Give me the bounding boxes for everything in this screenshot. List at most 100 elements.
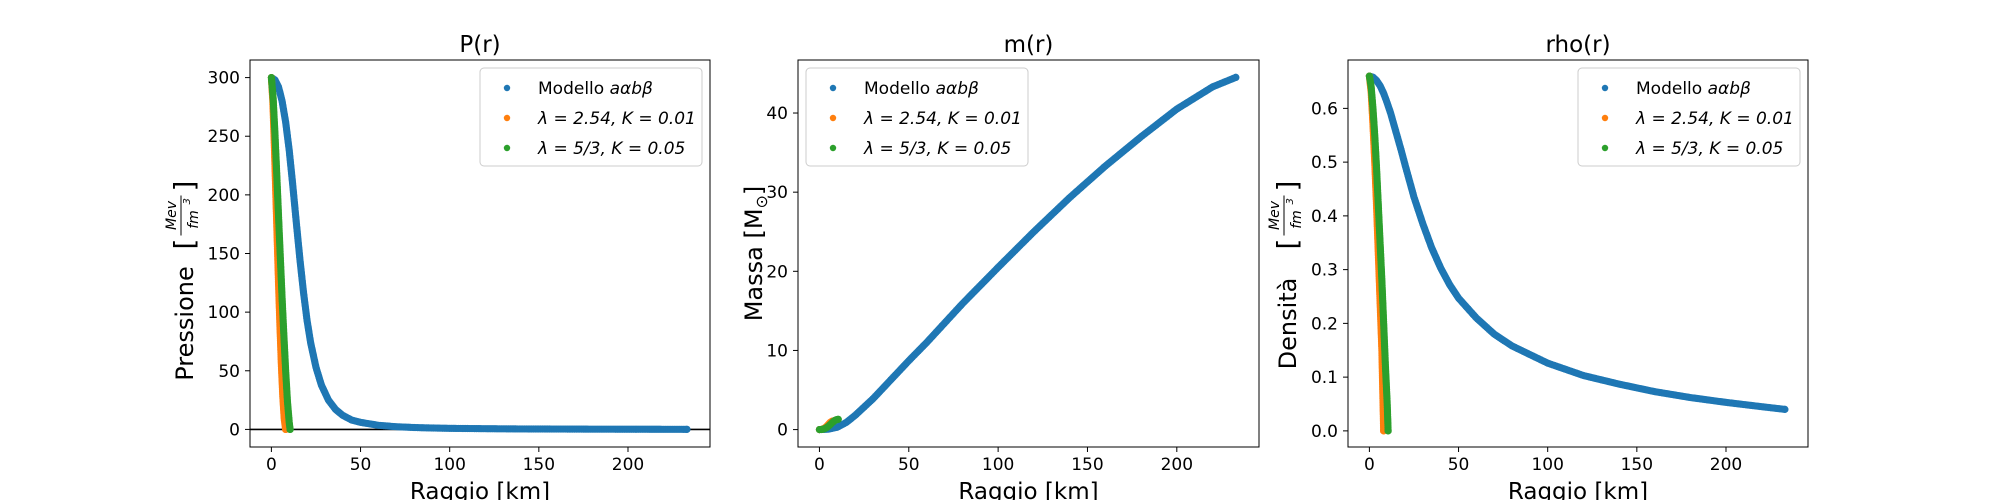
y-axis-label-text: Massa [M⊙] (740, 186, 771, 322)
y-tick-label: 20 (766, 262, 788, 282)
unit-exponent: 3 (1285, 198, 1296, 204)
y-axis-unit: [ Mev fm 3] (1267, 181, 1305, 250)
legend-label: λ = 5/3, K = 0.05 (537, 139, 685, 159)
unit-bracket-left: [ (1271, 239, 1304, 250)
y-label-end: ] (740, 186, 768, 195)
y-tick-label: 200 (208, 186, 240, 206)
x-tick-label: 100 (982, 455, 1014, 475)
y-tick-label: 40 (766, 104, 788, 124)
y-tick-label: 250 (208, 127, 240, 147)
y-tick-label: 0.1 (1311, 368, 1338, 388)
chart-title: P(r) (459, 32, 500, 58)
plot-frame (797, 59, 1260, 448)
y-axis-label: Pressione [Mev fm 3] (164, 181, 202, 381)
legend-marker (829, 144, 837, 152)
y-axis-label: Densità [ Mev fm 3] (1267, 181, 1305, 370)
legend-label: λ = 5/3, K = 0.05 (1635, 139, 1783, 159)
y-tick-label: 0.0 (1311, 422, 1338, 442)
x-tick-label: 200 (1161, 455, 1193, 475)
legend-label-prefix: Modello (1636, 79, 1708, 99)
unit-numerator: Mev (1267, 200, 1283, 230)
unit-denominator: fm (1289, 210, 1305, 229)
x-tick-label: 100 (433, 455, 465, 475)
legend-label-math: λ = 2.54, K = 0.01 (863, 109, 1022, 129)
series-1 (815, 73, 1240, 434)
y-tick-label: 0.4 (1311, 207, 1338, 227)
x-tick-label: 50 (350, 455, 372, 475)
y-tick-label: 300 (208, 69, 240, 89)
legend-label: Modello aαbβ (538, 79, 653, 99)
legend-label-math: aαbβ (610, 79, 653, 99)
legend-box (805, 67, 1029, 167)
x-axis-label: Raggio [km] (1508, 479, 1648, 500)
legend-box (1577, 67, 1801, 167)
unit-bracket-left: [ (168, 239, 201, 250)
x-tick-label: 0 (1364, 455, 1375, 475)
legend-marker (1601, 84, 1609, 92)
y-tick-label: 0.6 (1311, 99, 1338, 119)
x-axis-label: Raggio [km] (958, 479, 1098, 500)
series-3 (815, 415, 842, 434)
legend-label-math: aαbβ (936, 79, 979, 99)
legend-box (479, 67, 703, 167)
data-point (834, 415, 842, 423)
legend-marker (1601, 114, 1609, 122)
legend-label-math: λ = 5/3, K = 0.05 (1635, 139, 1783, 159)
legend-marker (503, 84, 511, 92)
legend-label: λ = 5/3, K = 0.05 (863, 139, 1011, 159)
subplot-1: 0 50 100 150 200 0 50 100 150 200 250 300 P(r) Raggio… (164, 32, 711, 500)
x-tick-label: 150 (523, 455, 555, 475)
y-axis-label-text: Densità (1274, 278, 1302, 370)
data-point (1384, 427, 1392, 435)
legend: Modello aαbβ λ = 2.54, K = 0.01 λ = 5/3, K… (1577, 67, 1801, 167)
x-tick-label: 50 (1448, 455, 1470, 475)
y-tick-label: 30 (766, 183, 788, 203)
y-label-sub: ⊙ (752, 195, 771, 208)
series-1 (1365, 72, 1789, 413)
legend-marker (1601, 144, 1609, 152)
subplot-2: 0 50 100 150 200 0 10 20 30 40 m(r) Raggio [km] Mass… (740, 32, 1260, 500)
legend-label-prefix: Modello (538, 79, 610, 99)
y-axis-unit: [ Mev fm 3] (164, 181, 202, 250)
chart-title: m(r) (1004, 32, 1054, 58)
unit-exponent: 3 (182, 198, 193, 204)
unit-denominator: fm (186, 210, 202, 229)
legend-label-math: λ = 2.54, K = 0.01 (537, 109, 696, 129)
legend-label-math: λ = 2.54, K = 0.01 (1635, 109, 1794, 129)
legend-label-math: λ = 5/3, K = 0.05 (863, 139, 1011, 159)
series-3 (267, 73, 294, 434)
unit-bracket-right: ] (1271, 181, 1304, 192)
x-tick-label: 200 (1710, 455, 1742, 475)
y-tick-label: 50 (218, 362, 240, 382)
legend-marker (503, 144, 511, 152)
y-tick-label: 100 (208, 303, 240, 323)
data-point (286, 425, 294, 434)
unit-numerator: Mev (164, 200, 180, 230)
legend-label: Modello aαbβ (864, 79, 979, 99)
data-point (1232, 73, 1240, 82)
legend-label: λ = 2.54, K = 0.01 (537, 109, 696, 129)
chart-title: rho(r) (1545, 32, 1610, 58)
y-tick-label: 10 (766, 341, 788, 361)
x-tick-label: 150 (1621, 455, 1653, 475)
x-tick-label: 50 (898, 455, 920, 475)
y-tick-label: 0.5 (1311, 153, 1338, 173)
y-label-main: Massa [M (740, 208, 768, 321)
legend-marker (829, 114, 837, 122)
legend-label: λ = 2.54, K = 0.01 (863, 109, 1022, 129)
y-tick-label: 0 (777, 421, 788, 441)
series-3 (1365, 72, 1392, 435)
y-tick-label: 0.3 (1311, 261, 1338, 281)
x-tick-label: 150 (1071, 455, 1103, 475)
unit-bracket-right: ] (168, 181, 201, 192)
legend: Modello aαbβ λ = 2.54, K = 0.01 λ = 5/3, K… (805, 67, 1029, 167)
y-axis-label: Massa [M⊙] (740, 186, 771, 322)
x-tick-label: 100 (1531, 455, 1563, 475)
series-1 (267, 73, 691, 433)
x-tick-label: 0 (266, 455, 277, 475)
legend-label-math: λ = 5/3, K = 0.05 (537, 139, 685, 159)
y-tick-label: 150 (208, 245, 240, 265)
data-point (683, 425, 691, 433)
legend-marker (503, 114, 511, 122)
